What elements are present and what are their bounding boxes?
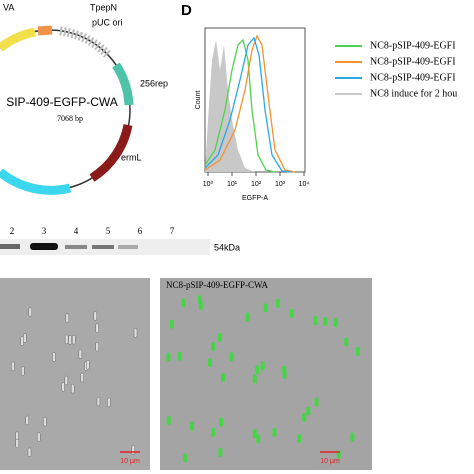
cell (96, 396, 101, 407)
cell (95, 341, 99, 352)
cell (350, 432, 355, 442)
cell (93, 311, 98, 321)
cell (43, 416, 47, 427)
cell (190, 421, 195, 431)
cell (229, 352, 234, 362)
cell (166, 416, 171, 426)
cell (245, 312, 250, 322)
cell (95, 323, 99, 333)
cell (131, 445, 136, 455)
cell (333, 318, 338, 328)
cell (61, 382, 65, 392)
x-tick-label: 10¹ (227, 181, 238, 188)
plasmid-label: pUC ori (92, 17, 123, 27)
gel: 2 3 4 5 6 7 54kDa (0, 226, 240, 255)
scale-bar-label: 10 μm (320, 458, 340, 465)
y-axis-label: Count (195, 91, 202, 110)
cell (181, 298, 186, 308)
cell (275, 298, 280, 308)
x-tick-label: 10³ (275, 181, 286, 188)
cell (356, 346, 361, 356)
plasmid-label: TpepN (90, 2, 117, 12)
cell (27, 447, 32, 458)
x-axis-label: EGFP-A (242, 195, 268, 202)
cell (25, 415, 29, 426)
plasmid-name: SIP-409-EGFP-CWA (6, 95, 118, 109)
flow-panel: D Count EGFP-A 10⁰ 10¹ 10² 10³ 10⁴ NC8-pSIP-… (181, 2, 457, 202)
legend-label: NC8-pSIP-409-EGFI (370, 56, 456, 67)
plasmid-size: 7068 bp (57, 114, 83, 123)
plasmid-map: VA TpepN pUC ori 256rep SIP-409-EGFP-CWA… (0, 2, 168, 195)
cell (208, 357, 213, 367)
cell (64, 375, 69, 386)
cell (272, 427, 277, 437)
cell (297, 434, 302, 444)
cell (289, 308, 294, 318)
cell (68, 335, 72, 345)
cell (314, 397, 319, 407)
cell (282, 370, 287, 380)
cell (166, 352, 171, 362)
x-tick-label: 10⁴ (299, 181, 310, 188)
cell (21, 366, 25, 376)
cell (28, 307, 33, 317)
cell (323, 316, 328, 326)
cell (182, 453, 187, 463)
cell (78, 349, 83, 359)
cell (133, 328, 138, 338)
lane-label: 2 (10, 226, 15, 236)
cell (260, 361, 265, 371)
cell (219, 417, 224, 427)
legend-label: NC8-pSIP-409-EGFI (370, 72, 456, 83)
cell (52, 352, 56, 362)
cell (23, 333, 27, 343)
cell (80, 372, 84, 383)
cell (210, 427, 215, 437)
lane-label: 6 (138, 226, 143, 236)
cell (263, 303, 268, 313)
cell (306, 406, 311, 416)
lane-label: 7 (170, 226, 175, 236)
lane-label: 5 (106, 226, 111, 236)
cell (65, 313, 70, 323)
cell (64, 334, 69, 345)
cell (169, 319, 174, 329)
legend-label: NC8 induce for 2 hou (370, 88, 457, 99)
panel-label: D (181, 2, 192, 19)
plasmid-label: 256rep (140, 78, 168, 88)
image-caption: NC8-pSIP-409-EGFP-CWA (166, 280, 269, 290)
cell (15, 438, 20, 449)
cell (255, 365, 260, 375)
cell (72, 335, 76, 345)
cell (256, 434, 261, 444)
cell (86, 360, 90, 370)
plasmid-label: VA (3, 2, 14, 12)
cell (70, 383, 75, 394)
cell (252, 429, 257, 439)
plasmid-label: ermL (121, 152, 142, 162)
cell (218, 448, 223, 458)
cell (36, 432, 41, 442)
marker-label: 54kDa (214, 242, 240, 252)
x-tick-label: 10² (251, 181, 262, 188)
cell (252, 374, 257, 384)
legend-label: NC8-pSIP-409-EGFI (370, 40, 456, 51)
cell (220, 373, 225, 383)
cell (313, 316, 318, 326)
x-tick-label: 10⁰ (203, 180, 214, 188)
cell (107, 397, 111, 408)
cell (302, 412, 307, 422)
lane-label: 3 (42, 226, 47, 236)
cell (177, 351, 182, 361)
scale-bar-label: 10 μm (120, 458, 140, 465)
cell (211, 342, 216, 352)
micrographs: NC8-pSIP-409-EGFP-CWA 10 μm 10 μm (0, 278, 372, 470)
cell (344, 337, 349, 347)
cell (197, 295, 202, 305)
cell (11, 361, 15, 372)
cell (217, 332, 222, 342)
lane-label: 4 (74, 226, 79, 236)
